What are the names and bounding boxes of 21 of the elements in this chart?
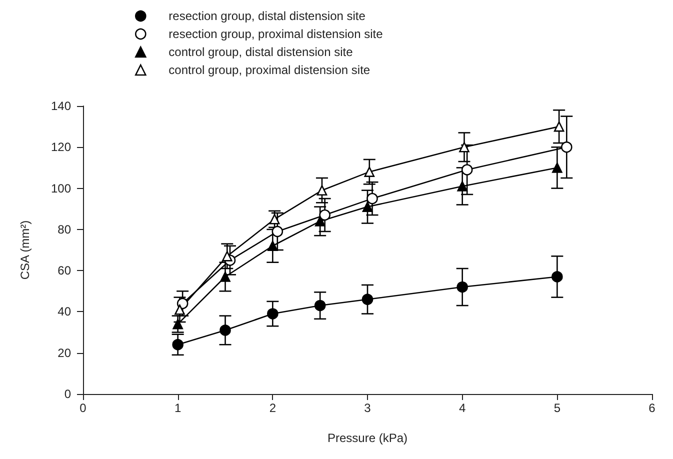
legend-label: control group, proximal distension site [168,63,370,77]
x-tick-label: 1 [174,401,182,415]
x-tick-label: 4 [458,401,466,415]
x-axis-title: Pressure (kPa) [327,431,408,445]
legend-label: resection group, distal distension site [168,9,366,23]
y-tick-label: 40 [58,304,72,319]
y-axis-title: CSA (mm²) [18,220,32,280]
y-tick-label: 100 [50,181,72,196]
y-tick-label: 0 [64,387,72,401]
y-tick-label: 120 [50,140,72,154]
y-tick-label: 80 [58,222,72,236]
y-tick-label: 140 [50,99,72,113]
y-tick-label: 20 [58,346,72,360]
y-tick-label: 60 [58,264,72,278]
x-tick-label: 0 [80,401,87,415]
legend-label: control group, distal distension site [168,45,354,59]
legend-label: resection group, proximal distension site [168,27,384,41]
x-tick-label: 3 [364,401,372,415]
x-tick-label: 5 [554,401,561,415]
x-tick-label: 2 [269,401,276,415]
x-tick-label: 6 [648,401,656,415]
